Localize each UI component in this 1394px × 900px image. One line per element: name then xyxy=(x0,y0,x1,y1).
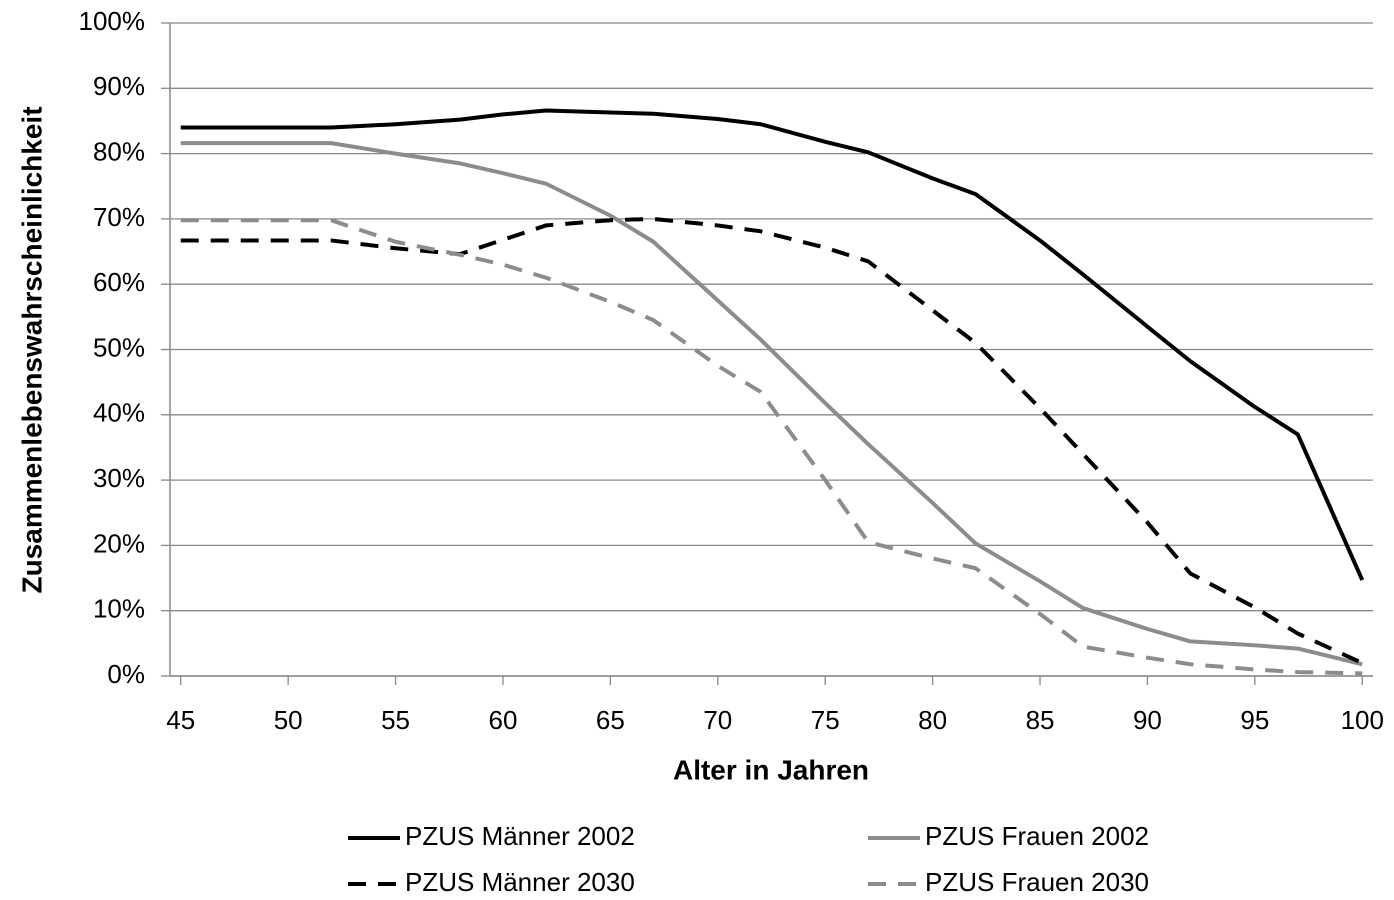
y-tick-label: 90% xyxy=(93,71,145,101)
y-tick-label: 30% xyxy=(93,463,145,493)
x-tick-label: 95 xyxy=(1240,705,1269,735)
x-tick-label: 75 xyxy=(811,705,840,735)
y-tick-label: 0% xyxy=(107,659,145,689)
y-tick-label: 50% xyxy=(93,332,145,362)
x-tick-label: 70 xyxy=(703,705,732,735)
y-tick-label: 40% xyxy=(93,398,145,428)
y-tick-label: 100% xyxy=(79,6,146,36)
y-axis-title: Zusammenlebenswahrscheinlichkeit xyxy=(16,106,47,593)
x-tick-label: 50 xyxy=(274,705,303,735)
x-tick-label: 60 xyxy=(489,705,518,735)
x-tick-label: 80 xyxy=(918,705,947,735)
y-tick-label: 70% xyxy=(93,202,145,232)
y-tick-label: 60% xyxy=(93,267,145,297)
x-tick-label: 100 xyxy=(1341,705,1384,735)
legend-label: PZUS Männer 2002 xyxy=(405,821,635,851)
x-tick-label: 90 xyxy=(1133,705,1162,735)
y-tick-label: 80% xyxy=(93,136,145,166)
series-line xyxy=(180,216,1364,665)
x-tick-label: 55 xyxy=(381,705,410,735)
x-tick-label: 85 xyxy=(1026,705,1055,735)
x-tick-label: 65 xyxy=(596,705,625,735)
legend-label: PZUS Männer 2030 xyxy=(405,867,635,897)
y-tick-label: 10% xyxy=(93,594,145,624)
y-tick-label: 20% xyxy=(93,528,145,558)
legend-label: PZUS Frauen 2030 xyxy=(925,867,1149,897)
x-tick-label: 45 xyxy=(166,705,195,735)
series-line xyxy=(180,108,1365,581)
legend-label: PZUS Frauen 2002 xyxy=(925,821,1149,851)
series-line xyxy=(180,141,1363,667)
series-line xyxy=(180,218,1363,676)
x-axis-title: Alter in Jahren xyxy=(673,754,869,785)
